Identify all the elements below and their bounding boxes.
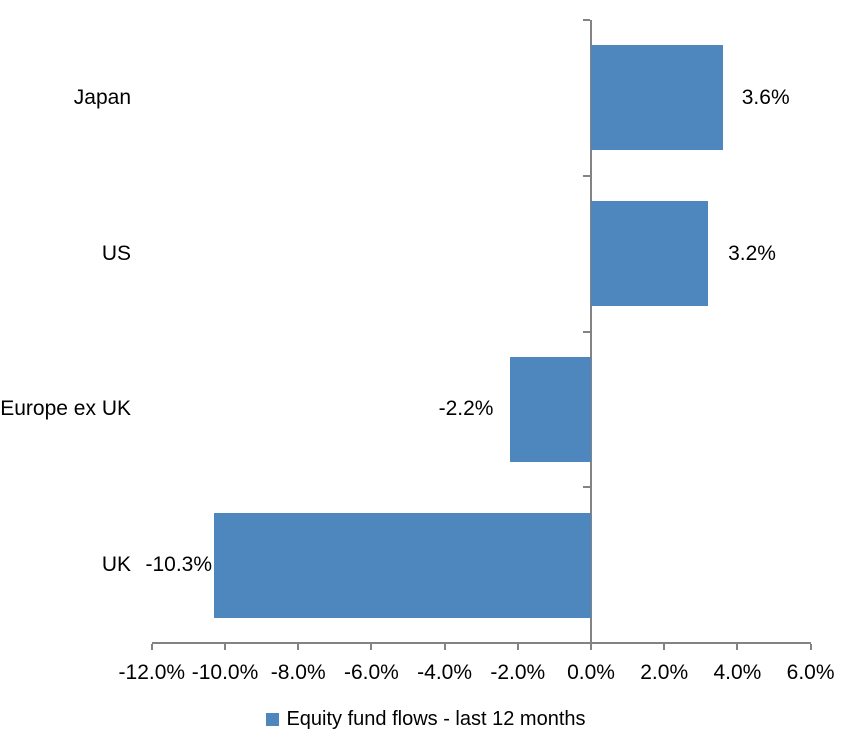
category-label-uk: UK [101, 553, 131, 577]
x-tick-label-2: -8.0% [270, 661, 326, 684]
bar-japan [591, 45, 723, 151]
x-tick-label-0: -12.0% [118, 661, 186, 684]
category-label-japan: Japan [73, 85, 131, 109]
data-label-japan: 3.6% [741, 85, 790, 109]
category-axis-tick [583, 486, 590, 489]
category-axis-tick [583, 174, 590, 177]
data-label-europe-ex-uk: -2.2% [438, 397, 494, 421]
x-tick-label-4: -4.0% [417, 661, 473, 684]
x-tick-label-9: 6.0% [786, 661, 835, 684]
category-axis-line [590, 20, 592, 649]
value-axis-tick [809, 644, 812, 650]
bar-us [591, 201, 709, 307]
bar-europe-ex-uk [510, 356, 591, 462]
x-tick-label-7: 2.0% [640, 661, 689, 684]
x-tick-label-3: -6.0% [343, 661, 399, 684]
category-axis-tick [583, 19, 590, 21]
value-axis-tick [736, 644, 739, 650]
bar-uk [214, 512, 591, 618]
legend-label: Equity fund flows - last 12 months [286, 708, 586, 730]
category-label-us: US [101, 241, 131, 265]
x-tick-label-8: 4.0% [713, 661, 762, 684]
value-axis-tick [443, 644, 446, 650]
data-label-us: 3.2% [728, 241, 776, 265]
value-axis-tick [297, 644, 300, 650]
value-axis-tick [224, 644, 226, 650]
value-axis-line [151, 642, 811, 644]
value-axis-tick [663, 644, 666, 650]
x-tick-label-1: -10.0% [191, 661, 259, 684]
value-axis-tick [516, 644, 519, 650]
value-axis-tick [150, 644, 153, 650]
x-tick-label-5: -2.0% [490, 661, 546, 684]
value-axis-tick [370, 644, 373, 650]
data-label-uk: -10.3% [145, 553, 213, 577]
x-tick-label-6: 0.0% [567, 661, 615, 684]
category-axis-tick [583, 330, 590, 333]
category-label-europe-ex-uk: Europe ex UK [0, 397, 131, 421]
legend: Equity fund flows - last 12 months [0, 705, 852, 733]
value-axis-tick [590, 644, 592, 650]
legend-swatch-icon [266, 712, 280, 726]
